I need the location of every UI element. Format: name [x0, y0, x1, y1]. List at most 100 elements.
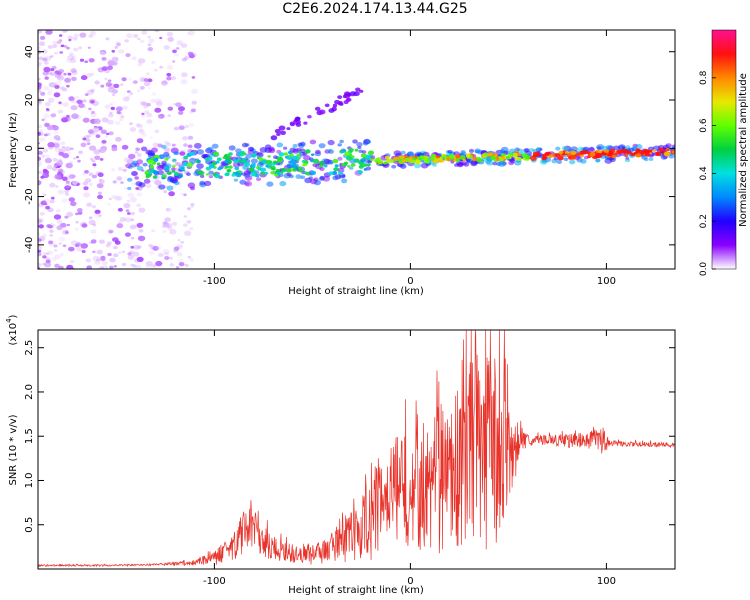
spectrogram-point-673: [178, 149, 187, 156]
spectrogram-point-288: [84, 60, 88, 63]
snr-x-tick-label-1: 0: [407, 576, 413, 587]
spectrogram-point-1257: [347, 165, 351, 168]
spectrogram-point-198: [94, 80, 100, 85]
spectrogram-point-219: [38, 46, 41, 50]
spectrogram-point-566: [127, 254, 135, 260]
spectrogram-point-619: [187, 135, 194, 140]
spectrogram-point-789: [158, 184, 166, 190]
spectrogram-point-113: [179, 151, 186, 156]
spectrogram-point-371: [97, 194, 103, 200]
spectrogram-point-1380: [476, 158, 483, 163]
spectrogram-point-1271: [182, 162, 188, 167]
spectrogram-point-689: [93, 119, 102, 125]
snr-panel: -100 0 100 0.5 1.0 1.5 2.0 2.5 Height of strai…: [5, 314, 676, 596]
spectrogram-point-1574: [258, 157, 264, 161]
spectrogram-point-697: [63, 72, 67, 76]
spectrogram-point-695: [96, 256, 104, 262]
spectrogram-point-178: [171, 143, 176, 147]
spectrogram-point-1667: [355, 87, 361, 92]
spectrogram-point-514: [100, 51, 105, 56]
spectrogram-point-1390: [248, 167, 255, 172]
spectrogram-point-1092: [125, 163, 132, 169]
spectrogram-point-1106: [641, 155, 648, 160]
spectrogram-point-572: [124, 217, 132, 223]
spectrogram-point-596: [109, 265, 114, 269]
spectrogram-point-266: [44, 154, 51, 159]
spectrogram-point-72: [104, 77, 108, 81]
spectrogram-point-1356: [514, 157, 519, 160]
spectrogram-point-214: [64, 215, 69, 219]
spectrogram-x-ticks: -100 0 100: [203, 30, 616, 287]
spectrogram-point-1457: [348, 148, 354, 152]
spectrogram-point-1301: [517, 153, 522, 157]
spectrogram-point-99: [43, 198, 51, 204]
spectrogram-point-1048: [292, 148, 300, 154]
spectrogram-point-1254: [296, 153, 301, 157]
colorbar-tick-label-3: 0.6: [699, 118, 709, 133]
spectrogram-point-417: [163, 45, 170, 50]
spectrogram-point-1255: [305, 149, 311, 154]
spectrogram-point-1297: [228, 165, 233, 169]
spectrogram-point-601: [183, 223, 188, 227]
spectrogram-point-270: [87, 134, 92, 138]
spectrogram-point-658: [95, 134, 101, 138]
spectrogram-point-646: [114, 195, 121, 201]
spectrogram-point-315: [130, 211, 136, 216]
spectrogram-point-389: [58, 236, 66, 242]
snr-y-ticks: 0.5 1.0 1.5 2.0 2.5: [24, 340, 675, 533]
spectrogram-point-20: [49, 199, 55, 204]
spectrogram-point-1096: [242, 172, 247, 176]
spectrogram-point-1196: [420, 162, 429, 169]
spectrogram-point-452: [80, 243, 89, 249]
spectrogram-point-462: [132, 80, 138, 84]
spectrogram-point-153: [153, 68, 158, 72]
spectrogram-point-1184: [555, 146, 561, 151]
spectrogram-point-1469: [313, 158, 320, 164]
colorbar: 0.0 0.2 0.4 0.6 0.8 Normalized spectral ampl…: [699, 29, 749, 276]
spectrogram-point-412: [71, 76, 77, 81]
spectrogram-point-608: [121, 144, 129, 150]
spectrogram-point-833: [208, 170, 214, 175]
spectrogram-point-1489: [524, 154, 531, 160]
spectrogram-point-722: [352, 139, 358, 144]
spectrogram-point-489: [86, 142, 91, 145]
spectrogram-point-369: [98, 147, 107, 154]
spectrogram-point-492: [48, 240, 54, 245]
spectrogram-point-557: [95, 171, 102, 176]
spectrogram-point-370: [67, 35, 73, 40]
snr-y-tick-label-3: 2.0: [24, 384, 35, 400]
spectrogram-point-1604: [367, 150, 375, 156]
spectrogram-point-1157: [499, 160, 506, 165]
spectrogram-point-576: [38, 100, 43, 105]
spectrogram-point-91: [117, 166, 124, 171]
spectrogram-point-1032: [580, 159, 587, 164]
spectrogram-point-180: [94, 155, 101, 161]
spectrogram-point-1606: [281, 168, 286, 172]
spectrogram-point-1511: [251, 162, 256, 167]
spectrogram-point-1294: [178, 174, 183, 178]
spectrogram-point-296: [79, 32, 87, 38]
spectrogram-point-224: [42, 168, 48, 173]
spectrogram-point-1573: [319, 161, 325, 165]
spectrogram-point-1549: [186, 162, 193, 168]
spectrogram-point-390: [178, 106, 185, 112]
spectrogram-point-560: [90, 100, 95, 104]
spectrogram-point-120: [155, 260, 163, 267]
spectrogram-point-122: [92, 163, 97, 167]
spectrogram-point-297: [130, 245, 135, 249]
spectrogram-point-1532: [397, 158, 404, 163]
spectrogram-point-520: [139, 129, 145, 135]
spectrogram-point-1599: [376, 157, 381, 162]
spectrogram-point-531: [45, 259, 51, 264]
spectrogram-point-487: [56, 219, 63, 224]
spectrogram-point-591: [38, 56, 44, 61]
spectrogram-point-1612: [250, 172, 257, 177]
spectrogram-point-672: [89, 31, 96, 36]
spectrogram-point-451: [72, 36, 78, 41]
spectrogram-point-1216: [601, 145, 608, 151]
spectrogram-point-427: [176, 40, 184, 46]
spectrogram-point-834: [132, 160, 138, 165]
spectrogram-point-643: [148, 243, 154, 248]
spectrogram-point-189: [65, 231, 69, 234]
spectrogram-point-540: [132, 182, 136, 186]
